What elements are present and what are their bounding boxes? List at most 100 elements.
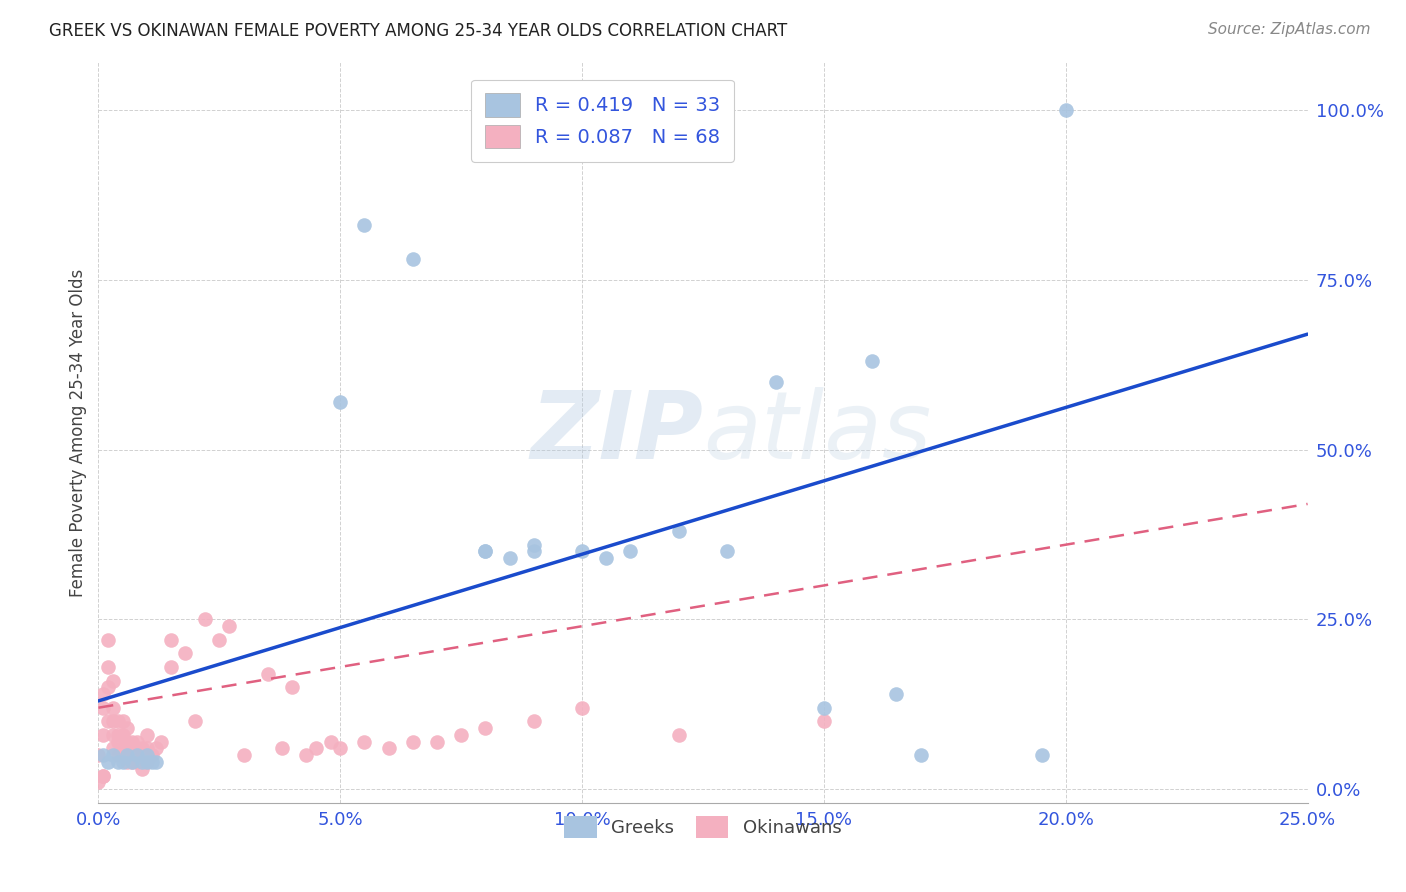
Point [150,734,173,748]
Point [97,681,120,695]
Point [329,741,352,756]
Point [668,728,690,742]
Point [218,619,240,633]
Point [111,728,134,742]
Text: GREEK VS OKINAWAN FEMALE POVERTY AMONG 25-34 YEAR OLDS CORRELATION CHART: GREEK VS OKINAWAN FEMALE POVERTY AMONG 2… [49,22,787,40]
Point [295,748,318,763]
Point [117,755,139,769]
Point [498,551,520,566]
Point [127,755,149,769]
Point [101,748,124,763]
Point [107,755,129,769]
Point [716,544,738,558]
Point [860,354,883,368]
Point [127,748,149,763]
Point [117,748,139,763]
Point [131,762,153,776]
Point [402,252,425,267]
Point [256,666,278,681]
Point [121,755,143,769]
Point [111,741,134,756]
Point [474,721,496,735]
Point [121,748,143,763]
Point [135,728,157,742]
Point [402,734,425,748]
Point [305,741,328,756]
Point [160,660,183,674]
Point [121,755,143,769]
Point [107,714,129,729]
Point [127,734,149,748]
Point [523,538,546,552]
Point [523,714,546,729]
Point [886,687,908,701]
Point [111,748,134,763]
Point [97,660,120,674]
Point [87,775,110,789]
Point [135,741,157,756]
Point [97,632,120,647]
Point [135,748,157,763]
Text: ZIP: ZIP [530,386,703,479]
Point [101,700,124,714]
Point [765,375,787,389]
Point [208,632,231,647]
Point [353,734,375,748]
Point [474,544,496,558]
Point [111,755,134,769]
Point [571,544,593,558]
Point [426,734,449,748]
Point [141,748,163,763]
Point [97,755,120,769]
Point [135,748,157,763]
Point [160,632,183,647]
Point [523,544,546,558]
Point [329,395,352,409]
Point [91,769,114,783]
Point [377,741,399,756]
Point [107,728,129,742]
Point [91,687,114,701]
Point [87,748,110,763]
Point [281,681,304,695]
Point [135,755,157,769]
Point [101,714,124,729]
Point [174,646,197,660]
Point [91,769,114,783]
Point [813,700,835,714]
Point [91,728,114,742]
Point [595,551,617,566]
Point [121,734,143,748]
Point [450,728,472,742]
Point [571,700,593,714]
Point [910,748,932,763]
Point [107,734,129,748]
Point [668,524,690,538]
Point [319,734,342,748]
Point [353,219,375,233]
Point [141,755,163,769]
Point [91,700,114,714]
Point [1054,103,1077,117]
Point [91,748,114,763]
Point [127,748,149,763]
Point [117,741,139,756]
Point [145,755,167,769]
Point [145,741,167,756]
Point [184,714,207,729]
Point [1031,748,1053,763]
Point [107,748,129,763]
Point [474,544,496,558]
Point [194,612,217,626]
Point [97,714,120,729]
Y-axis label: Female Poverty Among 25-34 Year Olds: Female Poverty Among 25-34 Year Olds [69,268,87,597]
Point [813,714,835,729]
Point [111,714,134,729]
Point [117,734,139,748]
Text: Source: ZipAtlas.com: Source: ZipAtlas.com [1208,22,1371,37]
Point [131,755,153,769]
Point [135,755,157,769]
Point [619,544,641,558]
Legend: Greeks, Okinawans: Greeks, Okinawans [557,809,849,846]
Point [101,673,124,688]
